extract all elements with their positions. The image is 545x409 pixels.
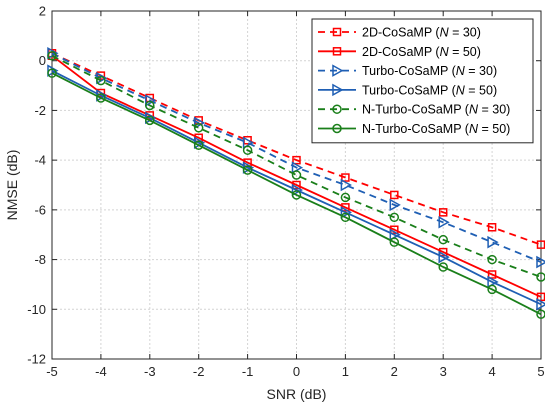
series-line: [51, 52, 542, 263]
data-point: [438, 234, 448, 245]
x-tick-label: 1: [342, 364, 349, 379]
data-point: [438, 262, 448, 272]
legend-label: N-Turbo-CoSaMP (N = 50): [362, 122, 510, 136]
series-line: [51, 69, 542, 306]
y-tick-label: 0: [39, 53, 46, 68]
x-axis-label: SNR (dB): [267, 386, 327, 402]
data-point: [389, 198, 401, 212]
legend-label: Turbo-CoSaMP (N = 30): [362, 64, 497, 78]
data-point: [291, 183, 304, 197]
data-point: [536, 255, 545, 269]
data-point: [242, 165, 253, 175]
data-point: [389, 212, 400, 223]
data-point: [291, 170, 302, 180]
legend-label: N-Turbo-CoSaMP (N = 30): [362, 103, 510, 117]
legend-entry: N-Turbo-CoSaMP (N = 30): [318, 103, 510, 117]
data-point: [487, 223, 497, 232]
y-tick-label: -8: [34, 252, 46, 267]
data-point: [487, 235, 499, 249]
legend-entry: Turbo-CoSaMP (N = 50): [318, 83, 497, 97]
x-tick-label: 2: [391, 364, 398, 379]
series-line: [51, 54, 542, 278]
data-point: [193, 140, 204, 150]
data-point: [536, 309, 545, 320]
series-line: [51, 54, 542, 298]
x-tick-label: -3: [144, 364, 156, 379]
data-point: [340, 178, 352, 192]
legend-marker: [332, 47, 342, 56]
data-point: [47, 68, 57, 78]
legend-marker: [332, 83, 344, 97]
data-point: [145, 100, 155, 111]
data-point: [242, 145, 253, 155]
legend-marker: [332, 104, 342, 114]
data-point: [340, 212, 351, 223]
y-tick-label: 2: [39, 4, 46, 19]
x-tick-label: -4: [95, 364, 107, 379]
data-point: [487, 254, 497, 265]
data-point: [242, 136, 255, 150]
y-tick-label: -12: [27, 352, 46, 367]
data-point: [96, 75, 106, 86]
legend-label: 2D-CoSaMP (N = 30): [362, 26, 481, 40]
series-line: [51, 72, 542, 316]
x-tick-label: 3: [440, 364, 447, 379]
data-point: [193, 123, 204, 133]
data-point: [536, 298, 545, 311]
data-point: [389, 228, 401, 241]
data-point: [47, 50, 57, 61]
legend-entry: 2D-CoSaMP (N = 30): [318, 26, 481, 40]
y-axis-label: NMSE (dB): [4, 150, 20, 221]
legend-entry: 2D-CoSaMP (N = 50): [318, 45, 481, 59]
y-tick-label: -10: [27, 302, 46, 317]
data-point: [291, 161, 304, 174]
legend-label: 2D-CoSaMP (N = 50): [362, 45, 481, 59]
x-tick-label: -5: [46, 364, 58, 379]
legend-marker: [332, 64, 344, 77]
x-axis-ticks: -5 -4 -3 -2 -1 0 1 2 3 4 5: [46, 11, 545, 379]
legend-label: Turbo-CoSaMP (N = 50): [362, 83, 497, 97]
series-5: [47, 50, 545, 282]
data-point: [438, 250, 450, 264]
data-point: [96, 93, 106, 103]
data-point: [438, 208, 448, 217]
data-point: [389, 237, 400, 247]
data-point: [536, 272, 545, 282]
series-6: [47, 68, 545, 320]
legend-entry: N-Turbo-CoSaMP (N = 50): [318, 122, 510, 136]
x-tick-label: 5: [537, 364, 544, 379]
x-tick-label: -2: [193, 364, 205, 379]
x-tick-label: -1: [242, 364, 254, 379]
data-point: [340, 206, 352, 219]
x-tick-label: 0: [293, 364, 300, 379]
y-tick-label: -4: [34, 153, 46, 168]
data-point: [487, 275, 499, 289]
legend: 2D-CoSaMP (N = 30) 2D-CoSaMP (N = 50) Turb…: [311, 18, 534, 144]
legend-marker: [332, 123, 342, 134]
data-series: [47, 46, 545, 320]
data-point: [145, 94, 157, 107]
data-point: [487, 284, 497, 295]
data-point: [193, 116, 206, 130]
y-tick-label: -6: [34, 202, 46, 217]
data-point: [390, 190, 399, 200]
data-point: [145, 115, 155, 126]
x-tick-label: 4: [488, 364, 495, 379]
legend-marker: [332, 27, 342, 37]
data-point: [341, 173, 350, 182]
y-axis-ticks: -12 -10 -8 -6 -4 -2 0 2: [27, 4, 541, 367]
data-point: [291, 190, 302, 200]
series-line: [51, 52, 542, 246]
data-point: [438, 216, 450, 229]
data-point: [487, 270, 497, 279]
legend-box: [311, 18, 534, 144]
data-point: [340, 192, 351, 203]
y-tick-label: -2: [34, 103, 46, 118]
legend-entry: Turbo-CoSaMP (N = 30): [318, 64, 497, 78]
data-point: [292, 155, 301, 165]
